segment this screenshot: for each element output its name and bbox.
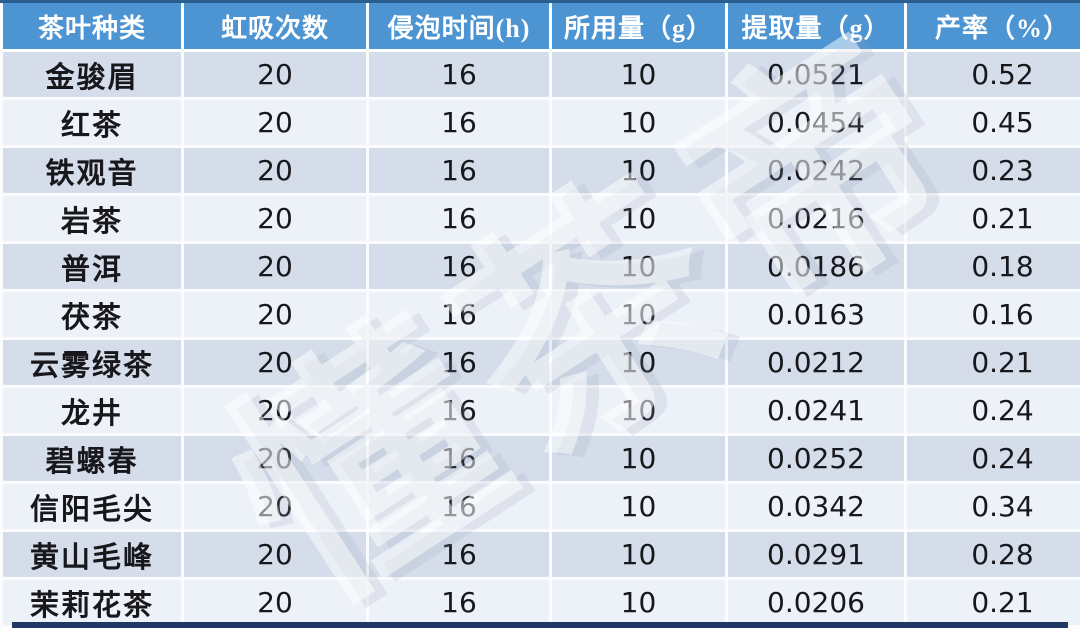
cell-siphon-count: 20 [184,100,366,145]
cell-amount-used: 10 [552,196,725,241]
header-amount-used: 所用量（g） [552,3,725,49]
cell-tea-type: 普洱 [3,244,181,289]
cell-yield-percent: 0.16 [907,292,1080,337]
cell-amount-used: 10 [552,580,725,625]
cell-siphon-count: 20 [184,52,366,97]
cell-extract-amount: 0.0521 [728,52,904,97]
header-tea-type: 茶叶种类 [3,3,181,49]
cell-extract-amount: 0.0342 [728,484,904,529]
cell-siphon-count: 20 [184,532,366,577]
table-row: 铁观音 20 16 10 0.0242 0.23 [3,148,1080,193]
cell-siphon-count: 20 [184,196,366,241]
cell-siphon-count: 20 [184,484,366,529]
cell-tea-type: 茯茶 [3,292,181,337]
cell-yield-percent: 0.52 [907,52,1080,97]
cell-extract-amount: 0.0291 [728,532,904,577]
cell-yield-percent: 0.21 [907,340,1080,385]
table-body: 金骏眉 20 16 10 0.0521 0.52 红茶 20 16 10 0.0… [3,52,1080,625]
cell-amount-used: 10 [552,52,725,97]
table-row: 龙井 20 16 10 0.0241 0.24 [3,388,1080,433]
cell-amount-used: 10 [552,388,725,433]
cell-extract-amount: 0.0454 [728,100,904,145]
cell-yield-percent: 0.45 [907,100,1080,145]
table-header: 茶叶种类 虹吸次数 侵泡时间(h) 所用量（g） 提取量（g） 产率（%） [3,3,1080,49]
cell-amount-used: 10 [552,532,725,577]
cell-tea-type: 黄山毛峰 [3,532,181,577]
cell-extract-amount: 0.0252 [728,436,904,481]
cell-soak-time: 16 [369,148,549,193]
table-row: 茯茶 20 16 10 0.0163 0.16 [3,292,1080,337]
cell-soak-time: 16 [369,52,549,97]
cell-siphon-count: 20 [184,292,366,337]
header-siphon-count: 虹吸次数 [184,3,366,49]
cell-tea-type: 信阳毛尖 [3,484,181,529]
header-row: 茶叶种类 虹吸次数 侵泡时间(h) 所用量（g） 提取量（g） 产率（%） [3,3,1080,49]
cell-yield-percent: 0.34 [907,484,1080,529]
table-row: 云雾绿茶 20 16 10 0.0212 0.21 [3,340,1080,385]
cell-tea-type: 岩茶 [3,196,181,241]
cell-extract-amount: 0.0186 [728,244,904,289]
table-row: 岩茶 20 16 10 0.0216 0.21 [3,196,1080,241]
cell-amount-used: 10 [552,148,725,193]
table-row: 碧螺春 20 16 10 0.0252 0.24 [3,436,1080,481]
cell-soak-time: 16 [369,388,549,433]
cell-yield-percent: 0.24 [907,436,1080,481]
cell-siphon-count: 20 [184,340,366,385]
table-top-border [0,0,1080,3]
cell-amount-used: 10 [552,340,725,385]
cell-tea-type: 金骏眉 [3,52,181,97]
cell-soak-time: 16 [369,436,549,481]
cell-extract-amount: 0.0242 [728,148,904,193]
table-row: 普洱 20 16 10 0.0186 0.18 [3,244,1080,289]
cell-amount-used: 10 [552,292,725,337]
cell-soak-time: 16 [369,340,549,385]
header-extract-amount: 提取量（g） [728,3,904,49]
cell-yield-percent: 0.28 [907,532,1080,577]
cell-soak-time: 16 [369,532,549,577]
table-row: 信阳毛尖 20 16 10 0.0342 0.34 [3,484,1080,529]
cell-amount-used: 10 [552,100,725,145]
cell-tea-type: 碧螺春 [3,436,181,481]
cell-yield-percent: 0.23 [907,148,1080,193]
cell-extract-amount: 0.0216 [728,196,904,241]
cell-tea-type: 龙井 [3,388,181,433]
cell-soak-time: 16 [369,244,549,289]
header-soak-time: 侵泡时间(h) [369,3,549,49]
cell-extract-amount: 0.0206 [728,580,904,625]
cell-soak-time: 16 [369,292,549,337]
cell-siphon-count: 20 [184,388,366,433]
table-row: 金骏眉 20 16 10 0.0521 0.52 [3,52,1080,97]
cell-soak-time: 16 [369,580,549,625]
cell-soak-time: 16 [369,100,549,145]
cell-amount-used: 10 [552,484,725,529]
cell-siphon-count: 20 [184,436,366,481]
table-row: 红茶 20 16 10 0.0454 0.45 [3,100,1080,145]
cell-amount-used: 10 [552,244,725,289]
cell-yield-percent: 0.18 [907,244,1080,289]
cell-tea-type: 红茶 [3,100,181,145]
cell-siphon-count: 20 [184,244,366,289]
cell-soak-time: 16 [369,196,549,241]
cell-extract-amount: 0.0241 [728,388,904,433]
cell-yield-percent: 0.24 [907,388,1080,433]
cell-tea-type: 铁观音 [3,148,181,193]
table-row: 黄山毛峰 20 16 10 0.0291 0.28 [3,532,1080,577]
table-row: 茉莉花茶 20 16 10 0.0206 0.21 [3,580,1080,625]
cell-extract-amount: 0.0212 [728,340,904,385]
cell-amount-used: 10 [552,436,725,481]
table-bottom-border [12,622,1068,628]
cell-siphon-count: 20 [184,580,366,625]
cell-tea-type: 茉莉花茶 [3,580,181,625]
header-yield-percent: 产率（%） [907,3,1080,49]
cell-yield-percent: 0.21 [907,580,1080,625]
cell-extract-amount: 0.0163 [728,292,904,337]
cell-yield-percent: 0.21 [907,196,1080,241]
cell-soak-time: 16 [369,484,549,529]
cell-siphon-count: 20 [184,148,366,193]
cell-tea-type: 云雾绿茶 [3,340,181,385]
